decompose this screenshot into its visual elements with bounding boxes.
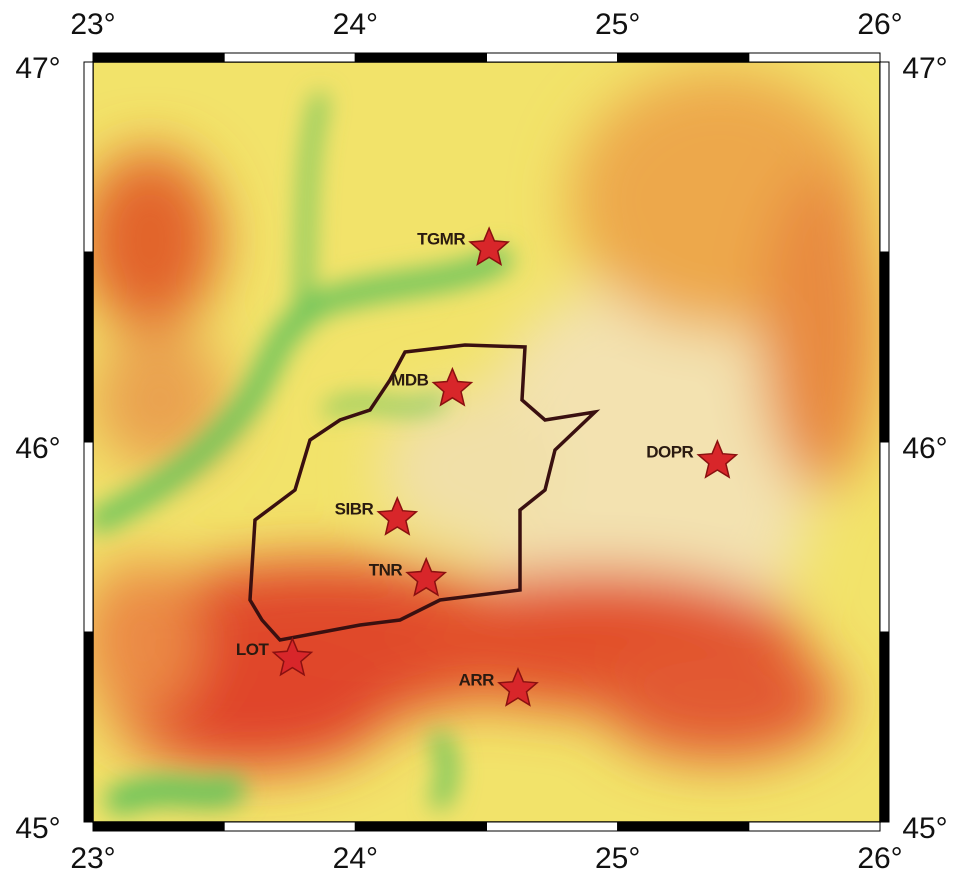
station-label: DOPR <box>646 442 693 461</box>
frame-bar <box>355 53 486 62</box>
station-label: SIBR <box>335 499 374 518</box>
frame-bar <box>880 632 889 822</box>
lon-tick-label: 26° <box>857 842 902 875</box>
lat-tick-label: 45° <box>15 812 60 845</box>
frame-bar <box>618 822 749 831</box>
frame-bar <box>84 442 93 632</box>
frame-bar <box>880 62 889 252</box>
frame-bar <box>880 442 889 632</box>
lon-tick-label: 24° <box>333 8 378 41</box>
frame-bar <box>93 822 224 831</box>
frame-bar <box>93 53 224 62</box>
terrain <box>80 62 880 822</box>
frame-bar <box>749 822 880 831</box>
station-label: MDB <box>391 370 428 389</box>
lat-tick-label: 47° <box>15 52 60 85</box>
frame-bar <box>749 53 880 62</box>
lat-tick-label: 45° <box>902 812 947 845</box>
station-label: ARR <box>459 670 495 689</box>
lon-tick-label: 24° <box>333 842 378 875</box>
frame-bar <box>487 822 618 831</box>
lat-tick-label: 46° <box>15 432 60 465</box>
frame-bar <box>84 252 93 442</box>
lon-tick-label: 23° <box>70 842 115 875</box>
lat-tick-label: 47° <box>902 52 947 85</box>
frame-bar <box>224 822 355 831</box>
station-label: LOT <box>236 640 270 659</box>
frame-bar <box>355 822 486 831</box>
station-label: TGMR <box>417 230 465 249</box>
lon-tick-label: 25° <box>595 8 640 41</box>
frame-bar <box>618 53 749 62</box>
lat-tick-label: 46° <box>902 432 947 465</box>
station-label: TNR <box>369 560 403 579</box>
lon-tick-label: 26° <box>857 8 902 41</box>
map: 23°23°24°24°25°25°26°26°47°47°46°46°45°4… <box>0 0 961 879</box>
frame-bar <box>224 53 355 62</box>
frame-bar <box>84 632 93 822</box>
lon-tick-label: 25° <box>595 842 640 875</box>
frame-bar <box>84 62 93 252</box>
lon-tick-label: 23° <box>70 8 115 41</box>
frame-bar <box>880 252 889 442</box>
frame-bar <box>487 53 618 62</box>
